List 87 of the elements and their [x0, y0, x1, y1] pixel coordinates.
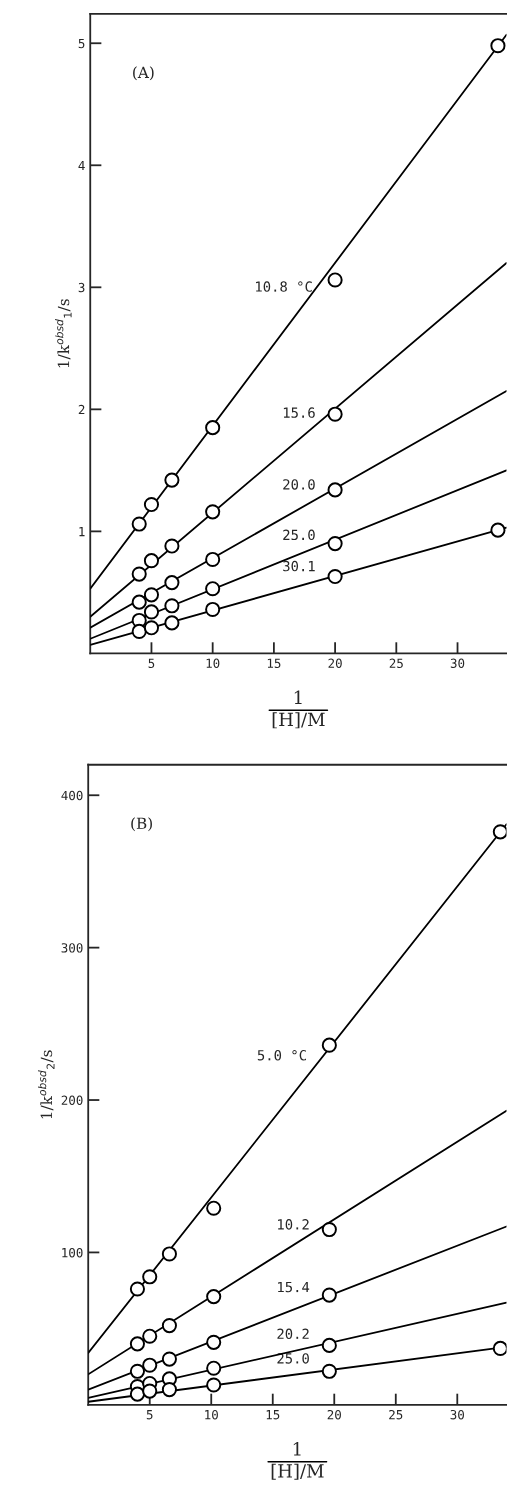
point [490, 38, 506, 54]
point [321, 1037, 337, 1053]
y-tick-label: 5 [78, 38, 85, 49]
point [327, 482, 343, 498]
y-tick-label: 200 [61, 1095, 83, 1105]
y-tick-label: 3 [78, 282, 85, 293]
annotation: (A) [133, 66, 154, 81]
x-tick-label: 25 [389, 1409, 403, 1420]
point [205, 420, 221, 436]
point [143, 587, 160, 603]
x-tick-label: 30 [450, 658, 465, 668]
series-label: 10.2 [278, 1219, 309, 1230]
point [321, 1222, 337, 1238]
y-tick-label: 1 [79, 527, 85, 537]
series-label: 30.1 [283, 560, 315, 572]
y-tick-label: 100 [62, 1247, 83, 1258]
x-axis-title: 1 [H]/M [272, 690, 325, 729]
point [161, 1246, 177, 1262]
point [205, 601, 221, 618]
point [129, 1281, 145, 1297]
point [321, 1337, 337, 1353]
point [142, 1328, 158, 1344]
point [490, 522, 506, 538]
x-tick-label: 15 [266, 1410, 280, 1420]
point [143, 604, 160, 620]
y-tick-label: 4 [78, 160, 85, 171]
y-tick-label: 400 [61, 790, 83, 801]
point [129, 1336, 145, 1352]
series-label: 10.8 °C [256, 281, 312, 292]
x-tick-label: 10 [206, 658, 220, 668]
point [205, 581, 221, 597]
point [327, 536, 343, 552]
point [161, 1382, 177, 1398]
series-label: 25.0 [283, 529, 315, 541]
series-label: 15.6 [283, 407, 315, 418]
point [327, 272, 343, 288]
x-tick-label: 20 [328, 658, 342, 668]
x-tick-label: 10 [205, 1409, 218, 1420]
point [164, 615, 180, 631]
series-label: 25.0 [277, 1353, 309, 1364]
point [142, 1357, 158, 1373]
point [164, 538, 180, 554]
x-tick-label: 30 [450, 1409, 464, 1420]
y-axis-title: 1/k$^{obsd}$$_{2}$/s [37, 1050, 55, 1119]
point [143, 553, 160, 569]
point [327, 406, 343, 422]
point [327, 568, 343, 585]
point [129, 1386, 145, 1402]
point [164, 598, 180, 614]
point [131, 623, 147, 639]
point [321, 1287, 337, 1303]
point [161, 1351, 177, 1367]
point [142, 1269, 158, 1285]
y-tick-label: 300 [61, 943, 83, 953]
point [492, 824, 507, 840]
point [321, 1363, 337, 1379]
point [164, 472, 180, 488]
x-tick-label: 20 [327, 1409, 341, 1420]
point [164, 575, 180, 591]
series-label: 15.4 [278, 1281, 310, 1293]
point [143, 496, 160, 513]
y-axis-title: 1/k$^{obsd}$$_{1}$/s [55, 299, 72, 368]
point [206, 1377, 222, 1393]
annotation: (B) [131, 817, 152, 832]
point [131, 516, 147, 532]
y-tick-label: 2 [78, 404, 85, 415]
point [206, 1289, 222, 1305]
point [205, 551, 221, 567]
point [131, 594, 147, 610]
x-tick-label: 5 [146, 1410, 153, 1420]
point [206, 1360, 222, 1376]
point [206, 1200, 222, 1216]
point [129, 1363, 145, 1379]
series-label: 5.0 °C [257, 1050, 306, 1061]
x-axis-title: 1 [H]/M [271, 1442, 324, 1480]
point [161, 1318, 177, 1334]
point [492, 1340, 507, 1356]
point [206, 1334, 222, 1350]
x-tick-label: 25 [389, 658, 403, 668]
point [131, 566, 147, 582]
point [143, 620, 160, 636]
point [205, 504, 221, 520]
series-label: 20.0 [283, 479, 315, 490]
x-tick-label: 15 [267, 658, 281, 668]
point [142, 1383, 158, 1399]
x-tick-label: 5 [148, 658, 155, 668]
series-label: 20.2 [277, 1328, 309, 1340]
